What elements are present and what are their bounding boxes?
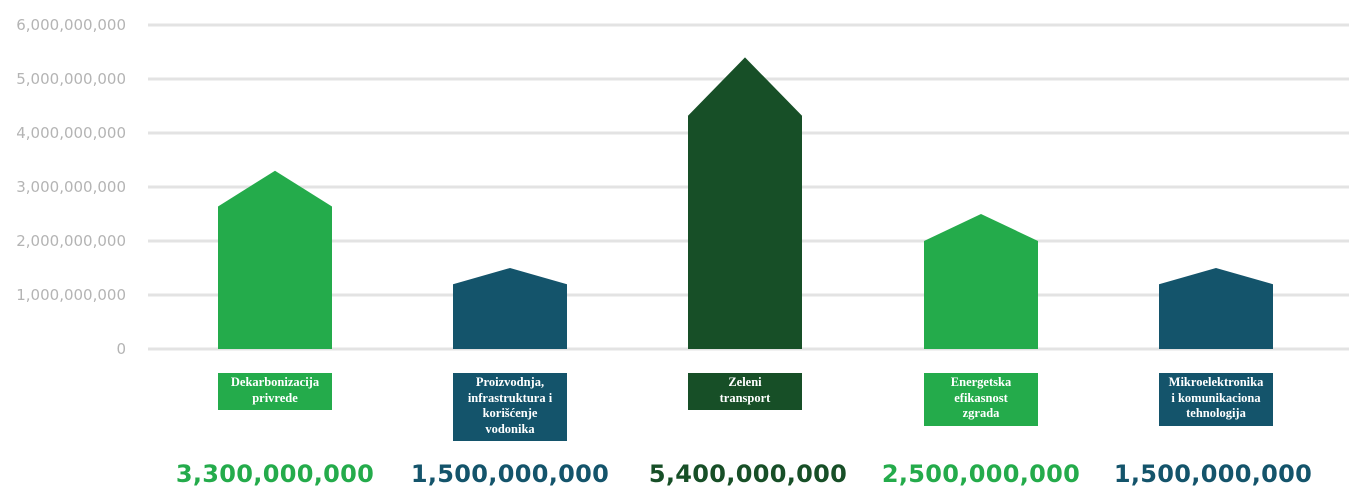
bar — [218, 170, 332, 349]
y-axis-tick-labels: 0 1,000,000,000 2,000,000,000 3,000,000,000… — [16, 16, 126, 358]
value-label: 3,300,000,000 — [175, 460, 375, 488]
y-tick-label: 2,000,000,000 — [16, 232, 126, 250]
y-tick-label: 1,000,000,000 — [16, 286, 126, 304]
bar — [1159, 268, 1273, 349]
category-label: Proizvodnja, infrastruktura i korišćenje vo… — [453, 373, 567, 441]
value-label: 1,500,000,000 — [410, 460, 610, 488]
value-label: 1,500,000,000 — [1113, 460, 1313, 488]
y-tick-label: 5,000,000,000 — [16, 70, 126, 88]
value-label: 2,500,000,000 — [881, 460, 1081, 488]
y-tick-label: 3,000,000,000 — [16, 178, 126, 196]
bar — [924, 214, 1038, 349]
category-label: Mikroelektronika i komunikaciona tehnologi… — [1159, 373, 1273, 426]
bars — [218, 57, 1273, 350]
y-tick-label: 6,000,000,000 — [16, 16, 126, 34]
y-tick-label: 0 — [116, 340, 126, 358]
bar — [688, 57, 802, 350]
value-label: 5,400,000,000 — [648, 460, 848, 488]
y-tick-label: 4,000,000,000 — [16, 124, 126, 142]
category-label: Zeleni transport — [688, 373, 802, 410]
category-label: Energetska efikasnost zgrada — [924, 373, 1038, 426]
bar — [453, 268, 567, 349]
category-label: Dekarbonizacija privrede — [218, 373, 332, 410]
